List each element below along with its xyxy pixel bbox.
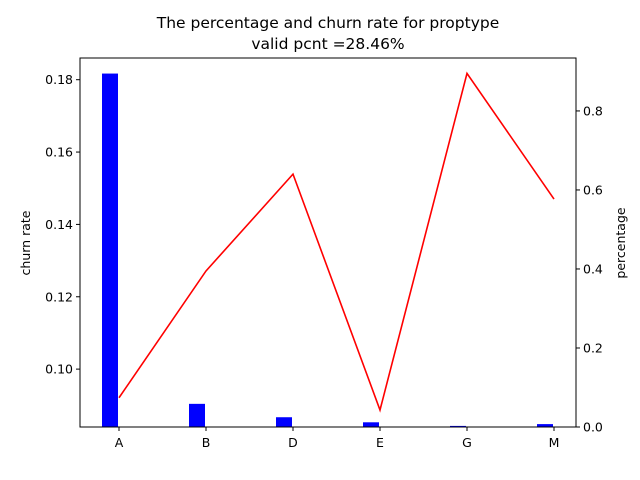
plot-frame <box>79 57 577 428</box>
left-tick-label: 0.10 <box>45 362 73 377</box>
bar-series <box>102 73 553 428</box>
bar-G <box>450 425 466 427</box>
right-tick-label: 0.0 <box>583 420 603 435</box>
bar-E <box>363 422 379 427</box>
x-tick-label-D: D <box>288 435 298 450</box>
percentage-line <box>118 71 555 413</box>
left-tick-label: 0.12 <box>45 289 73 304</box>
right-tick-label: 0.4 <box>583 261 603 276</box>
chart-subtitle: valid pcnt =28.46% <box>251 35 404 53</box>
right-tick-label: 0.8 <box>583 103 603 118</box>
left-axis-ticks: 0.10 0.12 0.14 0.16 0.18 <box>45 72 80 377</box>
right-axis-label: percentage <box>613 207 628 278</box>
right-tick-label: 0.2 <box>583 340 603 355</box>
x-tick-label-G: G <box>462 435 472 450</box>
right-tick-label: 0.6 <box>583 182 603 197</box>
bar-A <box>102 73 118 428</box>
bar-D <box>276 417 292 427</box>
x-tick-label-A: A <box>115 435 124 450</box>
left-tick-label: 0.16 <box>45 145 73 160</box>
x-tick-label-M: M <box>549 435 560 450</box>
x-tick-label-E: E <box>376 435 384 450</box>
left-axis-label: churn rate <box>18 210 33 275</box>
left-tick-label: 0.18 <box>45 72 73 87</box>
chart-title: The percentage and churn rate for propty… <box>156 14 500 32</box>
bar-M <box>537 424 553 427</box>
line-series <box>118 71 555 413</box>
bar-B <box>189 403 205 427</box>
x-tick-label-B: B <box>202 435 211 450</box>
right-axis-ticks: 0.0 0.2 0.4 0.6 0.8 <box>576 103 603 435</box>
left-tick-label: 0.14 <box>45 217 73 232</box>
